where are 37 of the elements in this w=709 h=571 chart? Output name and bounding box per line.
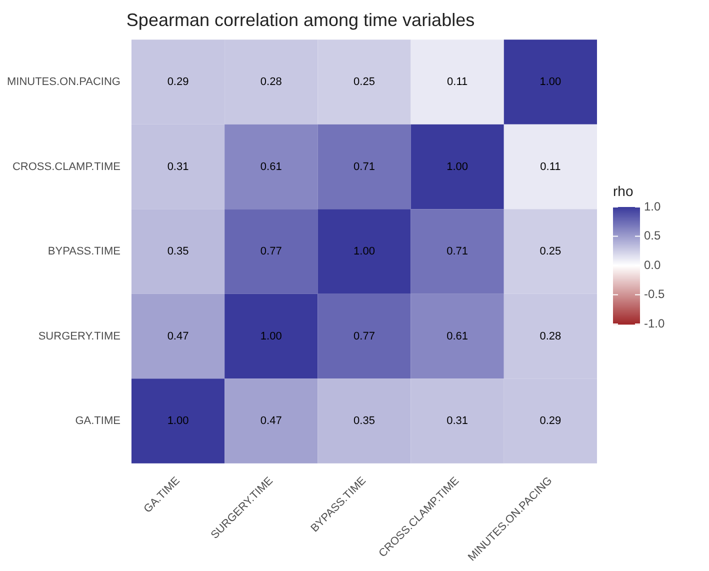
data-label: 0.77 bbox=[354, 330, 375, 342]
data-label: 0.31 bbox=[167, 160, 189, 173]
data-label: 0.29 bbox=[167, 76, 189, 88]
color-bar-title: rho bbox=[613, 182, 634, 199]
y-tick-label: CROSS.CLAMP.TIME bbox=[12, 160, 120, 173]
y-tick-label: SURGERY.TIME bbox=[38, 330, 120, 342]
data-label: 0.47 bbox=[167, 330, 189, 342]
color-bar-label: 0.5 bbox=[644, 228, 662, 243]
data-label: 1.00 bbox=[260, 330, 282, 342]
data-label: 0.31 bbox=[446, 415, 468, 428]
data-label: 0.35 bbox=[354, 415, 375, 428]
data-label: 0.25 bbox=[354, 76, 375, 88]
data-label: 1.00 bbox=[446, 160, 468, 173]
color-bar-label: 0.0 bbox=[644, 258, 662, 272]
data-label: 0.29 bbox=[540, 415, 562, 428]
data-label: 0.47 bbox=[260, 415, 282, 428]
data-label: 0.61 bbox=[260, 160, 282, 173]
chart-title: Spearman correlation among time variables bbox=[126, 10, 475, 30]
color-bar-label: 1.0 bbox=[644, 199, 662, 214]
data-label: 1.00 bbox=[354, 246, 375, 258]
data-label: 1.00 bbox=[167, 415, 189, 428]
data-label: 0.28 bbox=[540, 330, 562, 342]
data-label: 0.25 bbox=[540, 246, 562, 258]
color-bar-label: -0.5 bbox=[644, 287, 666, 302]
y-tick-label: MINUTES.ON.PACING bbox=[6, 76, 120, 88]
color-bar-label: -1.0 bbox=[644, 316, 666, 330]
y-tick-label: GA.TIME bbox=[75, 415, 120, 428]
data-label: 0.77 bbox=[260, 246, 282, 258]
data-label: 0.71 bbox=[354, 160, 375, 173]
data-label: 0.11 bbox=[540, 160, 561, 173]
data-label: 0.61 bbox=[446, 330, 468, 342]
data-label: 0.28 bbox=[260, 76, 282, 88]
y-tick-label: BYPASS.TIME bbox=[48, 246, 120, 258]
data-label: 0.11 bbox=[447, 76, 468, 88]
data-label: 1.00 bbox=[540, 76, 562, 88]
data-label: 0.35 bbox=[167, 246, 189, 258]
data-label: 0.71 bbox=[446, 246, 468, 258]
